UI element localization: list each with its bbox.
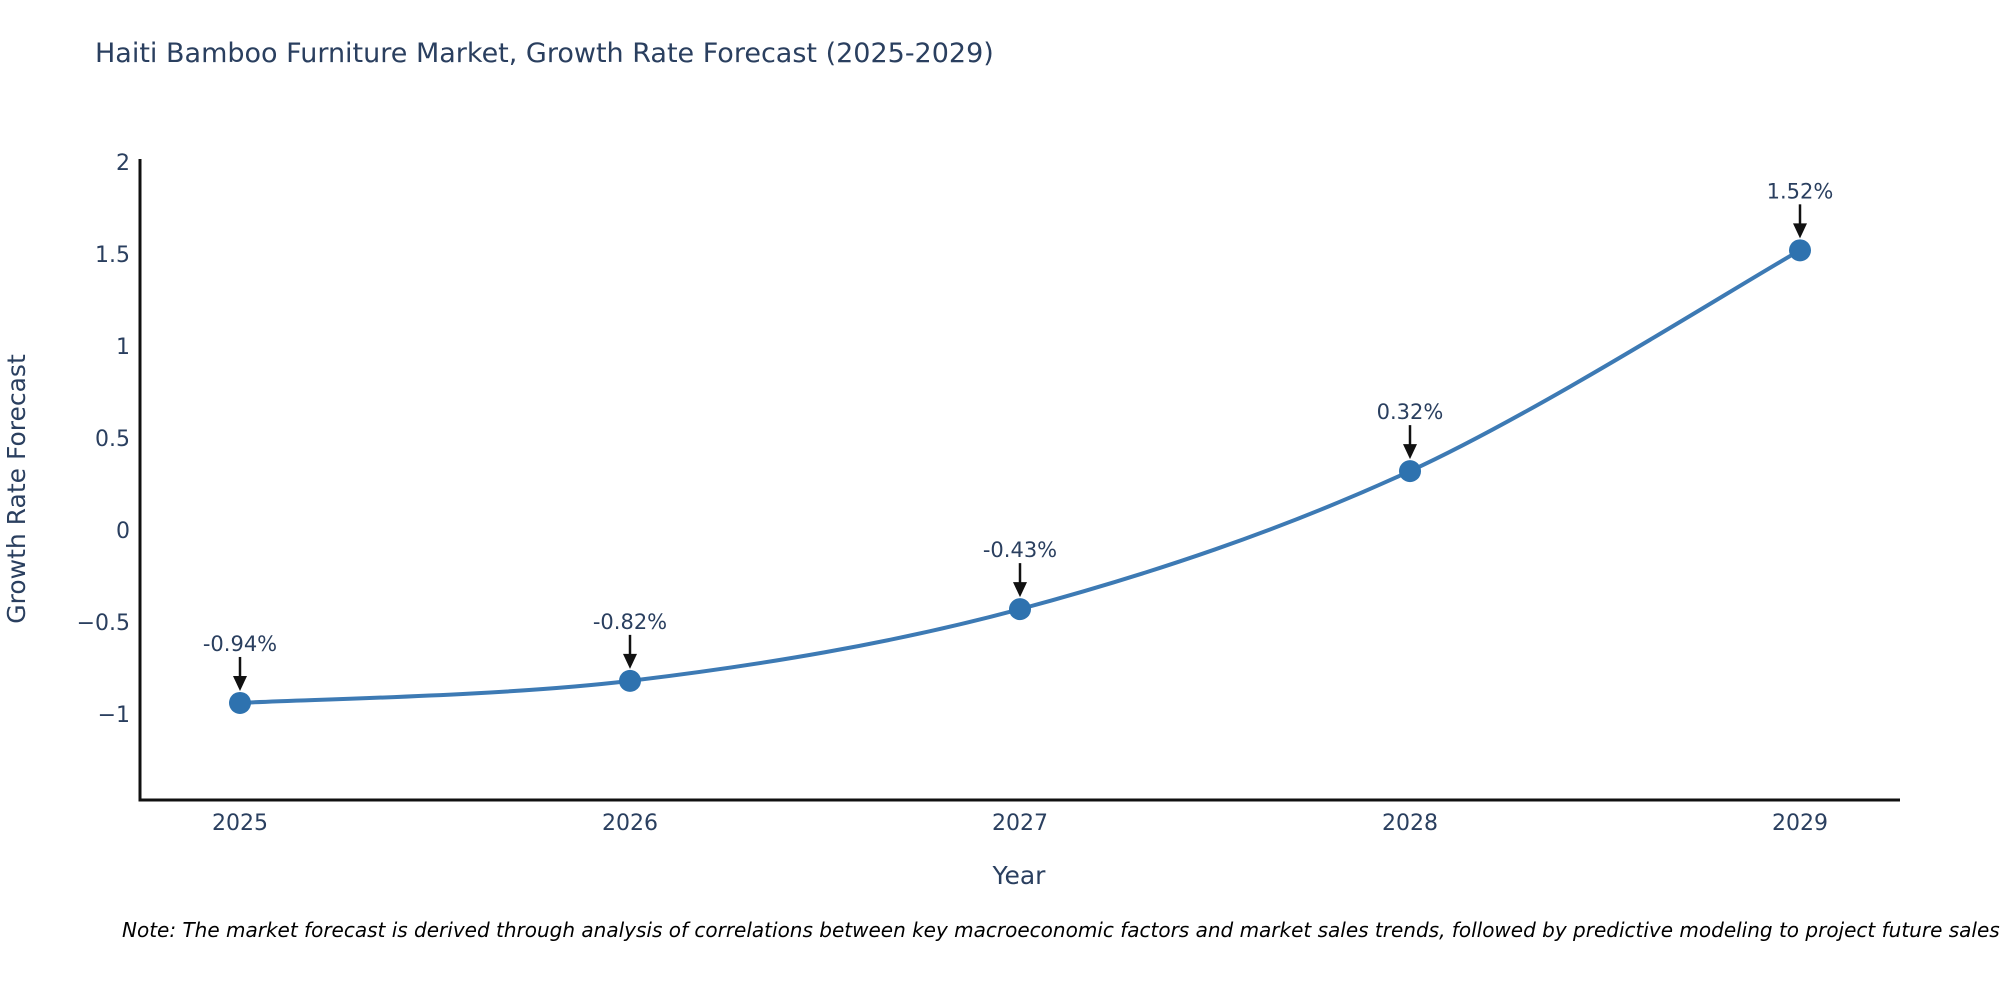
x-tick-label-2027: 2027 bbox=[992, 811, 1048, 836]
x-axis-title: Year bbox=[992, 861, 1047, 890]
series-line-layer bbox=[239, 248, 1801, 705]
chart-title: Haiti Bamboo Furniture Market, Growth Ra… bbox=[95, 38, 994, 69]
data-point-label: 0.32% bbox=[1377, 400, 1444, 424]
x-tick-label-2028: 2028 bbox=[1382, 811, 1438, 836]
annotation-arrow-head bbox=[1013, 582, 1027, 598]
data-point-label: -0.82% bbox=[593, 610, 667, 634]
data-point-label: -0.43% bbox=[983, 538, 1057, 562]
y-axis-title: Growth Rate Forecast bbox=[2, 354, 31, 624]
annotation-arrow-head bbox=[623, 653, 637, 669]
y-axis-tick-layer: 2 1.5 1 0.5 0 −0.5 −1 bbox=[77, 151, 130, 728]
y-tick-label: −1 bbox=[98, 703, 130, 728]
x-tick-label-2029: 2029 bbox=[1772, 811, 1828, 836]
data-point-marker-2029[interactable] bbox=[1789, 239, 1811, 262]
data-point-label: -0.94% bbox=[203, 632, 277, 656]
series-line bbox=[239, 248, 1801, 705]
annotation-arrow-head bbox=[1793, 223, 1807, 239]
y-tick-label: 0.5 bbox=[95, 427, 130, 452]
annotation-arrow-head bbox=[1403, 444, 1417, 460]
data-point-marker-2026[interactable] bbox=[619, 669, 641, 692]
data-point-marker-2025[interactable] bbox=[229, 691, 251, 714]
data-point-layer bbox=[229, 239, 1811, 714]
y-tick-label: 1 bbox=[116, 335, 130, 360]
y-tick-label: 0 bbox=[116, 519, 130, 544]
annotation-layer: -0.94% -0.82% -0.43% 0.32% 1.52% bbox=[203, 179, 1834, 691]
y-tick-label: 2 bbox=[116, 151, 130, 176]
axis-spines bbox=[138, 159, 1900, 802]
footnote: Note: The market forecast is derived thr… bbox=[122, 918, 2000, 942]
y-tick-label: 1.5 bbox=[95, 243, 130, 268]
x-tick-label-2026: 2026 bbox=[602, 811, 658, 836]
x-tick-label-2025: 2025 bbox=[212, 811, 268, 836]
data-point-marker-2027[interactable] bbox=[1009, 598, 1031, 621]
data-point-marker-2028[interactable] bbox=[1399, 460, 1421, 483]
y-tick-label: −0.5 bbox=[77, 611, 130, 636]
x-axis-tick-layer: 2025 2026 2027 2028 2029 bbox=[212, 811, 1828, 836]
data-point-label: 1.52% bbox=[1767, 179, 1834, 203]
annotation-arrow-head bbox=[233, 675, 247, 691]
